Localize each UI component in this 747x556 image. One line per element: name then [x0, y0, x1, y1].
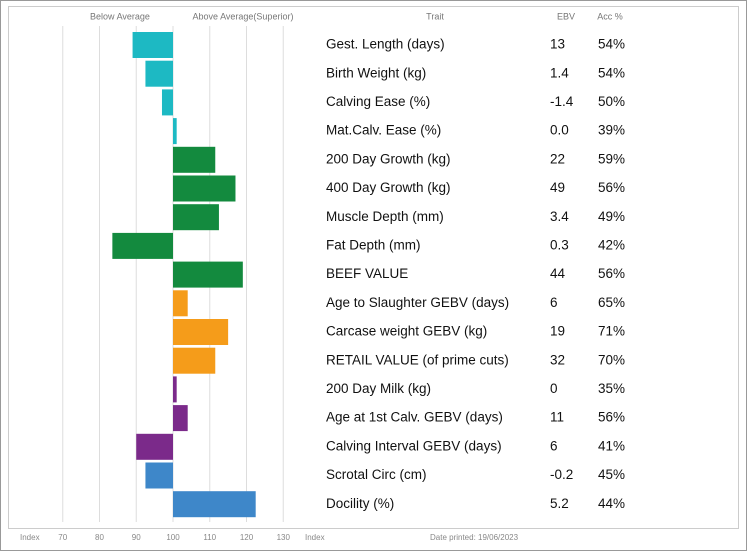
ebv-value: 6	[550, 438, 558, 453]
ebv-value: 22	[550, 151, 565, 166]
acc-value: 50%	[598, 94, 625, 109]
trait-label: Mat.Calv. Ease (%)	[326, 123, 441, 138]
panel	[8, 6, 739, 529]
acc-value: 59%	[598, 151, 625, 166]
x-tick-label: 130	[277, 533, 291, 542]
acc-value: 56%	[598, 180, 625, 195]
trait-label: Age at 1st Calv. GEBV (days)	[326, 410, 503, 425]
bar	[173, 376, 177, 403]
bar	[173, 319, 229, 345]
acc-value: 45%	[598, 467, 625, 482]
axis-label-right: Index	[305, 533, 325, 542]
acc-value: 65%	[598, 295, 625, 310]
ebv-value: 1.4	[550, 65, 569, 80]
ebv-value: 3.4	[550, 209, 569, 224]
acc-value: 54%	[598, 37, 625, 52]
acc-value: 71%	[598, 324, 625, 339]
ebv-value: 5.2	[550, 496, 569, 511]
trait-label: Gest. Length (days)	[326, 37, 445, 52]
axis-label: Index	[20, 533, 40, 542]
bar	[173, 175, 236, 202]
ebv-value: 32	[550, 352, 565, 367]
bar	[145, 60, 173, 87]
bar	[173, 405, 188, 432]
x-tick-label: 110	[203, 533, 216, 542]
bar	[173, 118, 177, 145]
acc-value: 56%	[598, 266, 625, 281]
trait-label: 200 Day Growth (kg)	[326, 151, 451, 166]
bar	[132, 32, 173, 58]
trait-label: Age to Slaughter GEBV (days)	[326, 295, 509, 310]
x-tick-label: 90	[132, 533, 141, 542]
ebv-value: 13	[550, 37, 565, 52]
acc-value: 49%	[598, 209, 625, 224]
x-tick-label: 100	[166, 533, 180, 542]
footer: Date printed: 19/06/2023	[430, 533, 519, 542]
bar	[173, 491, 256, 518]
trait-label: Calving Interval GEBV (days)	[326, 438, 502, 453]
trait-label: Calving Ease (%)	[326, 94, 430, 109]
trait-label: Muscle Depth (mm)	[326, 209, 444, 224]
bar	[145, 462, 173, 489]
acc-value: 54%	[598, 65, 625, 80]
trait-label: RETAIL VALUE (of prime cuts)	[326, 352, 509, 367]
ebv-value: 49	[550, 180, 565, 195]
acc-value: 41%	[598, 438, 625, 453]
below-header: Below Average	[90, 11, 150, 21]
acc-value: 35%	[598, 381, 625, 396]
ebv-value: 6	[550, 295, 558, 310]
ebv-value: -0.2	[550, 467, 573, 482]
ebv-header: EBV	[557, 11, 575, 21]
trait-label: 400 Day Growth (kg)	[326, 180, 451, 195]
acc-value: 42%	[598, 237, 625, 252]
x-tick-label: 80	[95, 533, 104, 542]
acc-value: 44%	[598, 496, 625, 511]
bar	[173, 204, 219, 231]
acc-value: 39%	[598, 123, 625, 138]
ebv-value: 0.0	[550, 123, 569, 138]
above-header: Above Average(Superior)	[193, 11, 294, 21]
trait-label: Carcase weight GEBV (kg)	[326, 324, 487, 339]
trait-label: 200 Day Milk (kg)	[326, 381, 431, 396]
ebv-value: 44	[550, 266, 566, 281]
ebv-value: -1.4	[550, 94, 574, 109]
x-tick-label: 70	[58, 533, 67, 542]
bar	[161, 89, 173, 116]
ebv-value: 0.3	[550, 237, 569, 252]
bar	[112, 232, 173, 259]
trait-label: BEEF VALUE	[326, 266, 408, 281]
bar	[173, 146, 216, 173]
bar	[136, 433, 173, 460]
bar	[173, 290, 188, 317]
trait-label: Scrotal Circ (cm)	[326, 467, 427, 482]
acc-value: 70%	[598, 352, 625, 367]
trait-label: Fat Depth (mm)	[326, 237, 421, 252]
ebv-value: 0	[550, 381, 558, 396]
acc-header: Acc %	[597, 11, 623, 21]
bar	[173, 261, 243, 288]
ebv-value: 19	[550, 324, 565, 339]
ebv-value: 11	[550, 410, 564, 425]
acc-value: 56%	[598, 410, 625, 425]
trait-label: Birth Weight (kg)	[326, 65, 426, 80]
trait-header: Trait	[426, 11, 444, 21]
x-tick-label: 120	[240, 533, 254, 542]
bar	[173, 347, 216, 374]
trait-label: Docility (%)	[326, 496, 394, 511]
